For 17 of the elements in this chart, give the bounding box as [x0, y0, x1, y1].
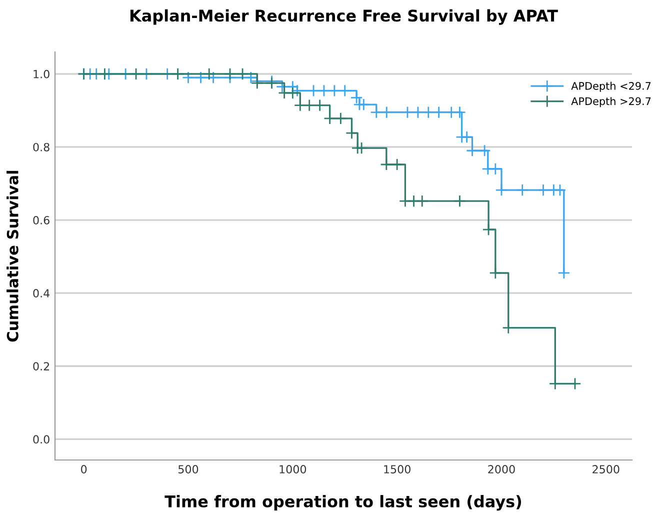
y-tick-label: 1.0: [34, 70, 50, 78]
legend-label: APDepth >29.7: [571, 97, 651, 108]
x-tick-label: 1500: [384, 465, 410, 474]
y-tick-label: 0.8: [33, 142, 50, 152]
y-tick-label: 0.4: [33, 289, 50, 298]
x-tick-label: 2000: [488, 465, 515, 474]
y-tick-label: 0.6: [33, 216, 50, 224]
y-tick-label: 0.2: [33, 362, 50, 371]
x-tick-label: 1000: [280, 465, 306, 474]
x-axis-title: Time from operation to last seen (days): [164, 495, 522, 511]
x-tick-label: 500: [178, 465, 198, 474]
y-axis-title: Cumulative Survival: [6, 170, 18, 342]
chart-title: Kaplan-Meier Recurrence Free Survival by APAT: [130, 9, 558, 25]
y-tick-label: 0.0: [33, 435, 50, 444]
legend-label: APDepth <29.7: [571, 82, 651, 92]
x-tick-label: 0: [81, 465, 87, 474]
x-tick-label: 2500: [592, 465, 620, 474]
